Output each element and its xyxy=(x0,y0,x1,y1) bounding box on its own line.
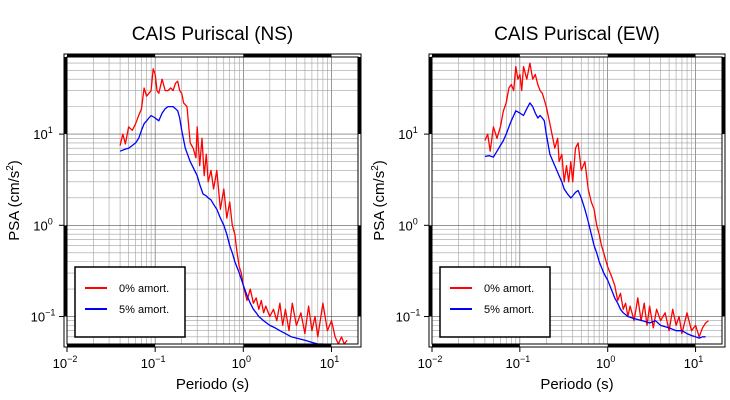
x-tick-exponent: −2 xyxy=(67,354,77,364)
legend-box xyxy=(439,266,551,338)
frame-band-top xyxy=(607,54,696,57)
y-tick-base: 10 xyxy=(396,310,410,325)
y-tick-exponent: 0 xyxy=(48,216,53,226)
y-tick-base: 10 xyxy=(33,127,47,142)
y-tick-label: 100 xyxy=(33,216,52,233)
y-tick-label: 10−1 xyxy=(31,308,56,325)
x-tick-exponent: 1 xyxy=(698,354,703,364)
y-tick-exponent: 0 xyxy=(413,216,418,226)
x-tick-base: 10 xyxy=(141,356,155,371)
y-tick-base: 10 xyxy=(31,310,45,325)
x-tick-base: 10 xyxy=(320,356,334,371)
x-tick-base: 10 xyxy=(505,356,519,371)
series-line-blue xyxy=(484,102,706,339)
frame-band-top xyxy=(432,54,520,57)
y-axis-label: PSA (cm/s2) xyxy=(370,160,388,241)
x-tick-base: 10 xyxy=(232,356,246,371)
y-axis-label-sup: 2 xyxy=(370,165,381,171)
y-axis-label-close: ) xyxy=(371,160,388,165)
y-axis-label: PSA (cm/s2) xyxy=(5,160,23,241)
y-tick-exponent: −1 xyxy=(410,308,420,318)
axis-frame xyxy=(428,53,726,348)
axis-frame xyxy=(63,53,362,348)
y-tick-exponent: 1 xyxy=(413,125,418,135)
x-tick-label: 10−1 xyxy=(141,354,166,371)
chart-title: CAIS Puriscal (EW) xyxy=(494,24,660,45)
y-tick-exponent: 1 xyxy=(48,125,53,135)
frame-band-bottom xyxy=(243,344,332,347)
x-tick-base: 10 xyxy=(684,356,698,371)
y-tick-base: 10 xyxy=(33,218,47,233)
x-tick-base: 10 xyxy=(53,356,67,371)
legend: 0% amort. 5% amort. xyxy=(74,266,186,338)
frame-band-right xyxy=(722,225,725,317)
x-tick-base: 10 xyxy=(596,356,610,371)
x-axis-label: Periodo (s) xyxy=(540,376,613,393)
x-tick-exponent: −2 xyxy=(432,354,442,364)
y-tick-label: 101 xyxy=(33,125,52,142)
chart-title: CAIS Puriscal (NS) xyxy=(132,24,294,45)
x-tick-label: 100 xyxy=(232,354,251,371)
legend-label: 5% amort. xyxy=(484,304,534,316)
frame-band-top xyxy=(67,54,156,57)
frame-band-bottom xyxy=(607,344,696,347)
y-axis-label-close: ) xyxy=(6,160,23,165)
y-tick-base: 10 xyxy=(398,127,412,142)
x-tick-exponent: 1 xyxy=(334,354,339,364)
y-tick-label: 10−1 xyxy=(396,308,421,325)
frame-inner xyxy=(431,56,723,345)
y-tick-label: 100 xyxy=(398,216,417,233)
legend-label: 0% amort. xyxy=(119,283,169,295)
frame-inner xyxy=(66,56,359,345)
y-tick-base: 10 xyxy=(398,218,412,233)
x-tick-label: 100 xyxy=(596,354,615,371)
x-tick-label: 10−1 xyxy=(505,354,530,371)
frame-band-bottom xyxy=(67,344,156,347)
legend: 0% amort. 5% amort. xyxy=(439,266,551,338)
y-tick-exponent: −1 xyxy=(45,308,55,318)
frame-band-left xyxy=(429,57,432,135)
y-axis-label-sup: 2 xyxy=(5,165,16,171)
y-axis-label-text: PSA (cm/s xyxy=(371,171,388,241)
x-tick-exponent: −1 xyxy=(520,354,530,364)
x-tick-label: 10−2 xyxy=(53,354,78,371)
x-axis-label: Periodo (s) xyxy=(176,376,249,393)
legend-label: 5% amort. xyxy=(119,304,169,316)
x-tick-label: 101 xyxy=(684,354,703,371)
frame-band-right xyxy=(358,57,361,135)
series-line-blue xyxy=(119,105,323,345)
frame-band-right xyxy=(722,57,725,135)
legend-box xyxy=(74,266,186,338)
frame-outer xyxy=(428,53,726,348)
series-line-red xyxy=(484,62,709,338)
frame-band-top xyxy=(243,54,332,57)
x-tick-exponent: 0 xyxy=(246,354,251,364)
x-tick-label: 101 xyxy=(320,354,339,371)
y-tick-label: 101 xyxy=(398,125,417,142)
frame-band-bottom xyxy=(432,344,520,347)
x-tick-exponent: −1 xyxy=(155,354,165,364)
frame-band-left xyxy=(64,57,67,135)
frame-band-left xyxy=(64,225,67,317)
x-tick-exponent: 0 xyxy=(610,354,615,364)
x-tick-label: 10−2 xyxy=(418,354,443,371)
frame-outer xyxy=(63,53,362,348)
series-line-red xyxy=(119,68,348,345)
frame-band-right xyxy=(358,225,361,317)
legend-label: 0% amort. xyxy=(484,283,534,295)
frame-band-left xyxy=(429,225,432,317)
x-tick-base: 10 xyxy=(418,356,432,371)
y-axis-label-text: PSA (cm/s xyxy=(6,171,23,241)
